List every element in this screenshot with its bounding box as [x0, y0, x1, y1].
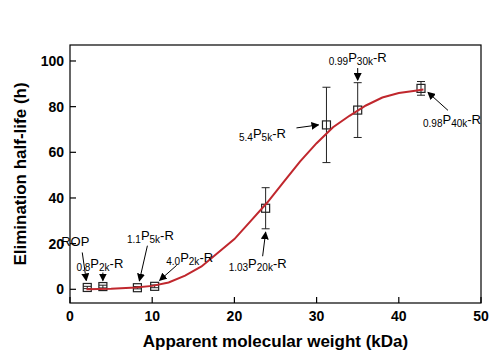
y-tick-label: 60 — [48, 144, 64, 160]
x-tick — [152, 297, 153, 303]
plot-area — [83, 82, 425, 292]
point-label: 1.1P5k-R — [127, 228, 174, 245]
y-axis-label: Elimination half-life (h) — [11, 82, 30, 265]
error-bar — [322, 87, 330, 162]
annotation-arrow — [357, 68, 358, 80]
x-tick-label: 40 — [391, 308, 407, 324]
x-tick — [398, 297, 399, 303]
point-label: 0.99P30k-R — [329, 50, 387, 67]
y-tick — [70, 106, 76, 107]
x-tick-label: 50 — [473, 308, 489, 324]
y-tick-label: 100 — [41, 53, 65, 69]
y-tick — [70, 197, 76, 198]
annotation-arrow — [296, 125, 318, 128]
annotation-arrow — [139, 246, 147, 281]
y-tick — [70, 152, 76, 153]
error-bar — [417, 82, 425, 96]
x-axis-label: Apparent molecular weight (kDa) — [143, 332, 408, 351]
y-tick — [70, 60, 76, 61]
point-label: ROP — [61, 234, 89, 249]
data-point — [322, 121, 330, 129]
x-tick-label: 20 — [227, 308, 243, 324]
x-tick-label: 0 — [66, 308, 74, 324]
point-label: 4.0P2k-R — [166, 250, 213, 267]
chart: 01020304050020406080100Apparent molecula… — [0, 0, 500, 359]
annotation-arrow — [160, 265, 177, 280]
point-label: 5.4P5k-R — [239, 126, 286, 143]
point-label: 0.98P40k-R — [423, 112, 481, 129]
fit-line — [86, 90, 423, 290]
annotation-arrow — [263, 232, 266, 256]
x-tick — [69, 297, 70, 303]
point-label: 0.8P2k-R — [76, 256, 123, 273]
y-tick — [70, 289, 76, 290]
y-tick-label: 40 — [48, 190, 64, 206]
annotations: ROP 0.8P2k-R1.1P5k-R 4.0P2k-R 1.03P20k-R 5.4… — [61, 50, 481, 281]
x-tick — [316, 297, 317, 303]
x-tick — [234, 297, 235, 303]
y-tick-label: 0 — [56, 281, 64, 297]
x-tick-label: 10 — [144, 308, 160, 324]
point-label: 1.03P20k-R — [229, 256, 287, 273]
x-tick — [480, 297, 481, 303]
x-tick-label: 30 — [309, 308, 325, 324]
annotation-arrow — [102, 273, 103, 281]
y-tick-label: 80 — [48, 99, 64, 115]
annotation-arrow — [428, 92, 448, 110]
plot-frame — [70, 45, 481, 303]
